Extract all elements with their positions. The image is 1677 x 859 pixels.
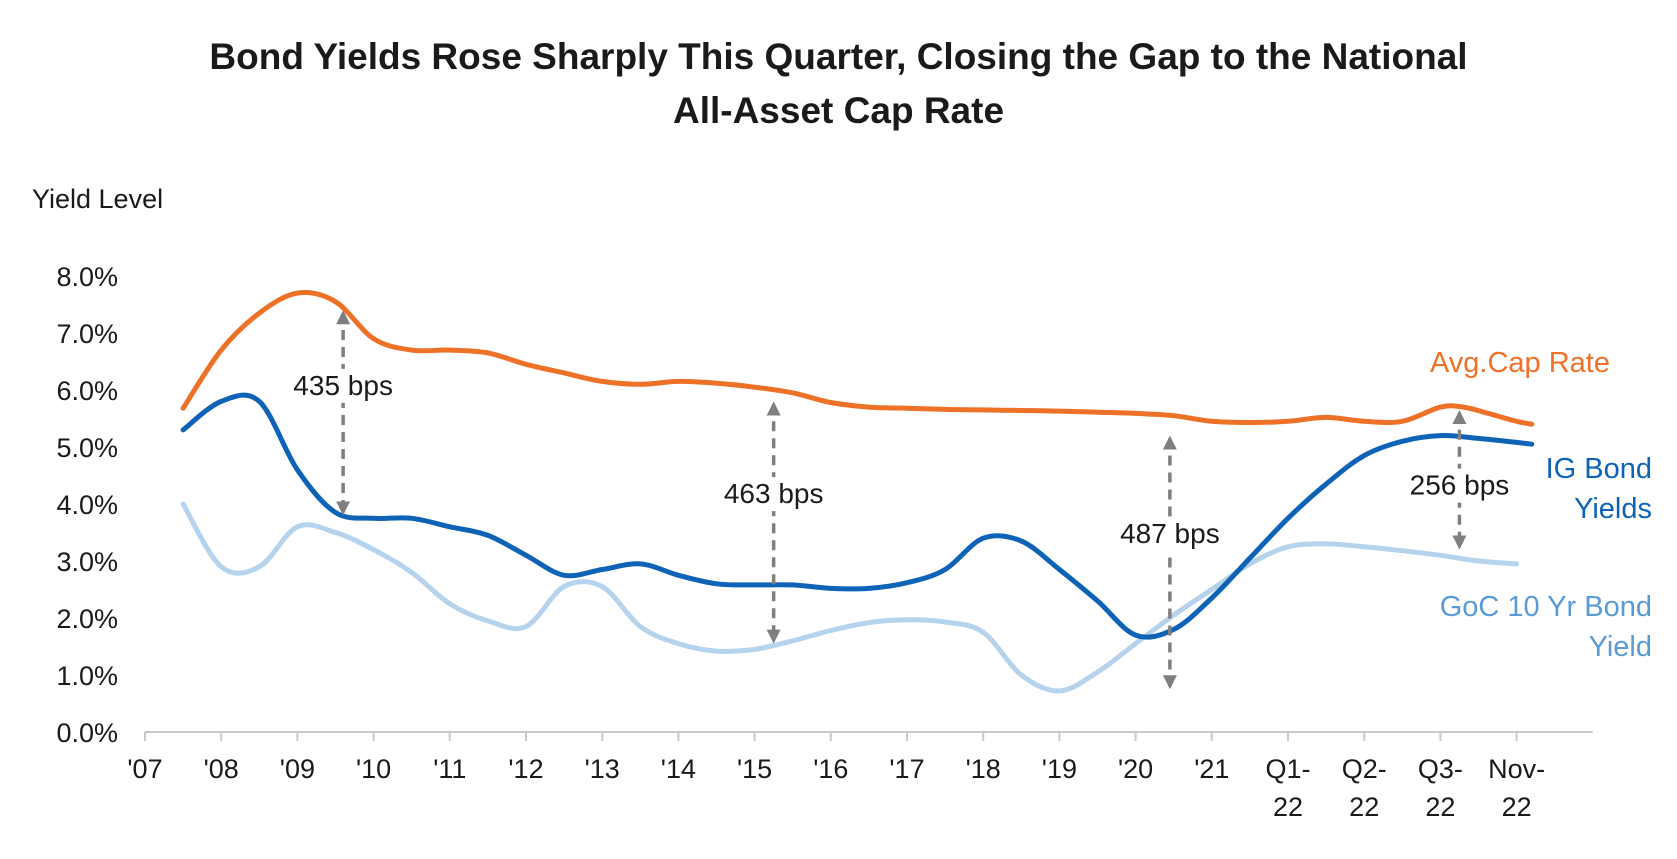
y-tick-label: 7.0% — [56, 319, 118, 349]
x-tick-label-line: '18 — [966, 754, 1001, 784]
series-labels: Avg.Cap Rate IG Bond Yields GoC 10 Yr Bond Y… — [1430, 347, 1652, 663]
x-tick-label: '18 — [966, 754, 1001, 784]
x-tick-label-line: '20 — [1118, 754, 1153, 784]
x-tick-label-line: '08 — [204, 754, 239, 784]
x-tick-label: '17 — [889, 754, 924, 784]
axes: '07 '08 '09 '10 '11 '12 '13 '14 '15 '16 '17 '18 '19 '… — [56, 262, 1593, 822]
x-tick-label-line: '12 — [508, 754, 543, 784]
x-tick-label-line: '07 — [127, 754, 162, 784]
x-tick-label-line: 22 — [1349, 792, 1379, 822]
x-tick-label-line: '10 — [356, 754, 391, 784]
y-tick-label: 5.0% — [56, 433, 118, 463]
x-tick-label: Nov- 22 — [1488, 754, 1545, 822]
gap-label-background — [1111, 517, 1228, 552]
y-axis-label: Yield Level — [32, 184, 163, 214]
gap-label-background — [285, 368, 402, 403]
gap-label-background — [715, 477, 832, 512]
series-label-line: Yield — [1589, 631, 1652, 663]
gap-label: 256 bps — [1410, 470, 1510, 501]
x-tick-label-line: 22 — [1425, 792, 1455, 822]
y-tick-label: 0.0% — [56, 718, 118, 748]
series-label-ig-bond-yields: IG Bond Yields — [1546, 453, 1652, 525]
annotation-layer: 435 bps 463 bps 487 bps 256 bps — [285, 310, 1518, 690]
x-tick-label: '14 — [661, 754, 696, 784]
x-tick-label-line: '16 — [813, 754, 848, 784]
gap-label: 435 bps — [293, 370, 393, 401]
series-label-goc-10yr-bond-yield: GoC 10 Yr Bond Yield — [1440, 591, 1652, 663]
y-tick-label: 1.0% — [56, 661, 118, 691]
x-tick-label: '10 — [356, 754, 391, 784]
series-line-goc-10yr-bond-yield — [180, 501, 1520, 694]
series-label-line: IG Bond — [1546, 453, 1652, 485]
x-tick-label-line: '11 — [433, 754, 466, 784]
x-tick-label: '09 — [280, 754, 315, 784]
series-label-line: Yields — [1574, 493, 1652, 525]
chart-title-line-2: All-Asset Cap Rate — [672, 90, 1005, 131]
x-tick-label-line: '15 — [737, 754, 772, 784]
x-tick-label: Q3-22 — [1418, 754, 1463, 822]
x-tick-label-line: '19 — [1042, 754, 1077, 784]
x-tick-label-line: 22 — [1502, 792, 1532, 822]
x-tick-label: Q2-22 — [1342, 754, 1387, 822]
series-label-line: GoC 10 Yr Bond — [1440, 591, 1652, 623]
y-tick-label: 6.0% — [56, 376, 118, 406]
x-tick-label-line: '09 — [280, 754, 315, 784]
series-layer — [180, 290, 1535, 694]
y-tick-label: 2.0% — [56, 604, 118, 634]
chart-title-line-1: Bond Yields Rose Sharply This Quarter, C… — [209, 36, 1468, 77]
x-tick-label-line: Q1- — [1265, 754, 1310, 784]
x-tick-label: '19 — [1042, 754, 1077, 784]
y-tick-label: 3.0% — [56, 547, 118, 577]
x-tick-label-line: '13 — [585, 754, 620, 784]
x-tick-label: '15 — [737, 754, 772, 784]
x-tick-label-line: '21 — [1194, 754, 1229, 784]
x-tick-label-line: Nov- — [1488, 754, 1545, 784]
y-tick-label: 4.0% — [56, 490, 118, 520]
x-tick-label: '07 — [127, 754, 162, 784]
series-line-avg-cap-rate — [180, 290, 1535, 427]
x-tick-label: Q1-22 — [1265, 754, 1310, 822]
x-tick-label-line: Q2- — [1342, 754, 1387, 784]
x-tick-label-line: 22 — [1273, 792, 1303, 822]
x-tick-label: '11 — [433, 754, 466, 784]
x-tick-label: '08 — [204, 754, 239, 784]
series-line-ig-bond-yields — [180, 392, 1535, 640]
series-label-avg-cap-rate: Avg.Cap Rate — [1430, 347, 1610, 379]
x-tick-label: '16 — [813, 754, 848, 784]
x-tick-label-line: '17 — [889, 754, 924, 784]
gap-label-background — [1401, 468, 1518, 503]
x-tick-label: '12 — [508, 754, 543, 784]
series-label-line: Avg.Cap Rate — [1430, 347, 1610, 379]
y-tick-label: 8.0% — [56, 262, 118, 292]
chart-title: Bond Yields Rose Sharply This Quarter, C… — [0, 30, 1677, 138]
x-tick-label: '13 — [585, 754, 620, 784]
x-tick-label: '20 — [1118, 754, 1153, 784]
x-tick-label-line: '14 — [661, 754, 696, 784]
x-tick-label: '21 — [1194, 754, 1229, 784]
gap-label: 487 bps — [1120, 518, 1220, 549]
gap-label: 463 bps — [724, 478, 824, 509]
x-tick-label-line: Q3- — [1418, 754, 1463, 784]
